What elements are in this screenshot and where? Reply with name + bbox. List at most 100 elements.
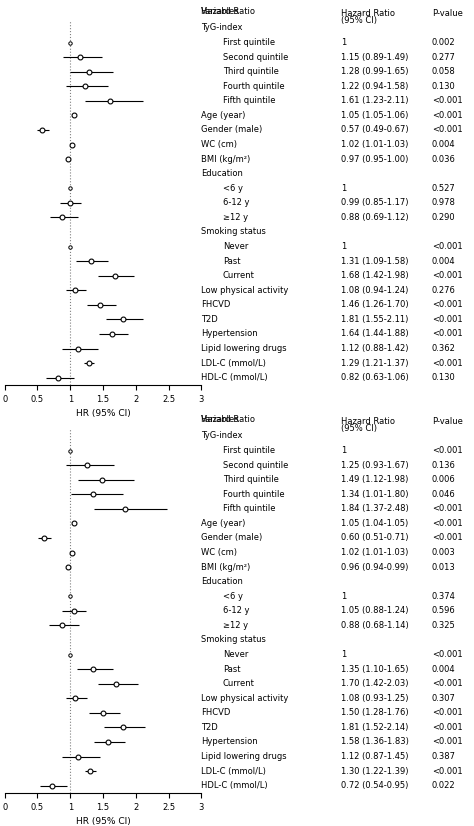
- Text: Hazard Ratio: Hazard Ratio: [201, 415, 255, 424]
- Text: 1: 1: [341, 242, 346, 251]
- Text: BMI (kg/m²): BMI (kg/m²): [201, 154, 251, 164]
- Text: 0.004: 0.004: [432, 665, 456, 673]
- Text: Never: Never: [223, 242, 248, 251]
- Text: 0.88 (0.68-1.14): 0.88 (0.68-1.14): [341, 621, 409, 630]
- Text: 1: 1: [341, 591, 346, 601]
- Text: 6-12 y: 6-12 y: [223, 198, 249, 207]
- Text: 1: 1: [341, 446, 346, 455]
- Text: Third quintile: Third quintile: [223, 475, 279, 484]
- Text: 1.30 (1.22-1.39): 1.30 (1.22-1.39): [341, 767, 408, 776]
- Text: 1: 1: [341, 38, 346, 47]
- Text: 1.34 (1.01-1.80): 1.34 (1.01-1.80): [341, 490, 408, 499]
- Text: 0.006: 0.006: [432, 475, 456, 484]
- Text: <0.001: <0.001: [432, 111, 462, 120]
- Text: 1.31 (1.09-1.58): 1.31 (1.09-1.58): [341, 257, 408, 266]
- Text: <0.001: <0.001: [432, 650, 462, 659]
- Text: Education: Education: [201, 577, 243, 586]
- Text: <0.001: <0.001: [432, 97, 462, 105]
- Text: 1.81 (1.55-2.11): 1.81 (1.55-2.11): [341, 315, 408, 324]
- Text: BMI (kg/m²): BMI (kg/m²): [201, 563, 251, 572]
- Text: WC (cm): WC (cm): [201, 140, 237, 149]
- Text: 1.15 (0.89-1.49): 1.15 (0.89-1.49): [341, 53, 408, 62]
- Text: 0.130: 0.130: [432, 373, 456, 382]
- Text: 0.387: 0.387: [432, 752, 456, 761]
- Text: 0.004: 0.004: [432, 140, 456, 149]
- Text: 0.290: 0.290: [432, 213, 456, 222]
- Text: <0.001: <0.001: [432, 301, 462, 309]
- Text: Second quintile: Second quintile: [223, 461, 288, 470]
- Text: Hypertension: Hypertension: [201, 738, 258, 747]
- Text: 1.70 (1.42-2.03): 1.70 (1.42-2.03): [341, 679, 408, 688]
- Text: 0.88 (0.69-1.12): 0.88 (0.69-1.12): [341, 213, 408, 222]
- Text: 0.002: 0.002: [432, 38, 456, 47]
- Text: Fifth quintile: Fifth quintile: [223, 505, 275, 513]
- Text: <0.001: <0.001: [432, 723, 462, 732]
- Text: First quintile: First quintile: [223, 446, 275, 455]
- Text: HDL-C (mmol/L): HDL-C (mmol/L): [201, 373, 268, 382]
- Text: 0.60 (0.51-0.71): 0.60 (0.51-0.71): [341, 534, 408, 543]
- Text: Fifth quintile: Fifth quintile: [223, 97, 275, 105]
- Text: Never: Never: [223, 650, 248, 659]
- Text: 1.28 (0.99-1.65): 1.28 (0.99-1.65): [341, 67, 408, 76]
- Text: <0.001: <0.001: [432, 330, 462, 339]
- Text: 1.58 (1.36-1.83): 1.58 (1.36-1.83): [341, 738, 409, 747]
- Text: <0.001: <0.001: [432, 534, 462, 543]
- Text: 1.49 (1.12-1.98): 1.49 (1.12-1.98): [341, 475, 408, 484]
- Text: HDL-C (mmol/L): HDL-C (mmol/L): [201, 781, 268, 790]
- Text: TyG-index: TyG-index: [201, 23, 243, 32]
- Text: 1: 1: [341, 183, 346, 192]
- Text: 1.68 (1.42-1.98): 1.68 (1.42-1.98): [341, 271, 408, 280]
- Text: Hazard Ratio: Hazard Ratio: [341, 9, 395, 17]
- Text: Past: Past: [223, 665, 240, 673]
- Text: <0.001: <0.001: [432, 315, 462, 324]
- Text: FHCVD: FHCVD: [201, 709, 231, 717]
- Text: 1.22 (0.94-1.58): 1.22 (0.94-1.58): [341, 82, 408, 91]
- Text: 1.64 (1.44-1.88): 1.64 (1.44-1.88): [341, 330, 408, 339]
- Text: LDL-C (mmol/L): LDL-C (mmol/L): [201, 358, 266, 368]
- Text: 1.35 (1.10-1.65): 1.35 (1.10-1.65): [341, 665, 408, 673]
- Text: Lipid lowering drugs: Lipid lowering drugs: [201, 344, 287, 353]
- Text: Low physical activity: Low physical activity: [201, 286, 289, 295]
- Text: FHCVD: FHCVD: [201, 301, 231, 309]
- Text: 0.596: 0.596: [432, 606, 456, 615]
- Text: <0.001: <0.001: [432, 505, 462, 513]
- Text: 0.276: 0.276: [432, 286, 456, 295]
- Text: Smoking status: Smoking status: [201, 227, 266, 236]
- Text: 0.046: 0.046: [432, 490, 456, 499]
- Text: P-value: P-value: [432, 417, 463, 425]
- Text: T2D: T2D: [201, 723, 218, 732]
- Text: 0.97 (0.95-1.00): 0.97 (0.95-1.00): [341, 154, 408, 164]
- Text: 0.013: 0.013: [432, 563, 456, 572]
- Text: ≥12 y: ≥12 y: [223, 621, 248, 630]
- Text: <0.001: <0.001: [432, 767, 462, 776]
- X-axis label: HR (95% CI): HR (95% CI): [76, 817, 130, 826]
- Text: Hazard Ratio: Hazard Ratio: [201, 7, 255, 16]
- Text: 1.02 (1.01-1.03): 1.02 (1.01-1.03): [341, 548, 408, 557]
- Text: 1: 1: [341, 650, 346, 659]
- Text: <6 y: <6 y: [223, 183, 243, 192]
- Text: 0.325: 0.325: [432, 621, 456, 630]
- Text: 0.82 (0.63-1.06): 0.82 (0.63-1.06): [341, 373, 409, 382]
- Text: <0.001: <0.001: [432, 242, 462, 251]
- Text: 6-12 y: 6-12 y: [223, 606, 249, 615]
- Text: <0.001: <0.001: [432, 738, 462, 747]
- Text: Second quintile: Second quintile: [223, 53, 288, 62]
- Text: <0.001: <0.001: [432, 679, 462, 688]
- Text: 1.12 (0.87-1.45): 1.12 (0.87-1.45): [341, 752, 408, 761]
- Text: Education: Education: [201, 169, 243, 178]
- Text: ≥12 y: ≥12 y: [223, 213, 248, 222]
- Text: Hazard Ratio: Hazard Ratio: [341, 417, 395, 425]
- Text: Variables: Variables: [201, 415, 240, 424]
- Text: Age (year): Age (year): [201, 519, 246, 528]
- Text: 1.50 (1.28-1.76): 1.50 (1.28-1.76): [341, 709, 408, 717]
- Text: 0.978: 0.978: [432, 198, 456, 207]
- Text: Past: Past: [223, 257, 240, 266]
- Text: 0.136: 0.136: [432, 461, 456, 470]
- Text: Current: Current: [223, 679, 255, 688]
- Text: 1.08 (0.93-1.25): 1.08 (0.93-1.25): [341, 694, 408, 703]
- Text: Smoking status: Smoking status: [201, 635, 266, 644]
- Text: TyG-index: TyG-index: [201, 431, 243, 440]
- Text: <6 y: <6 y: [223, 591, 243, 601]
- Text: 1.05 (0.88-1.24): 1.05 (0.88-1.24): [341, 606, 408, 615]
- Text: 0.004: 0.004: [432, 257, 456, 266]
